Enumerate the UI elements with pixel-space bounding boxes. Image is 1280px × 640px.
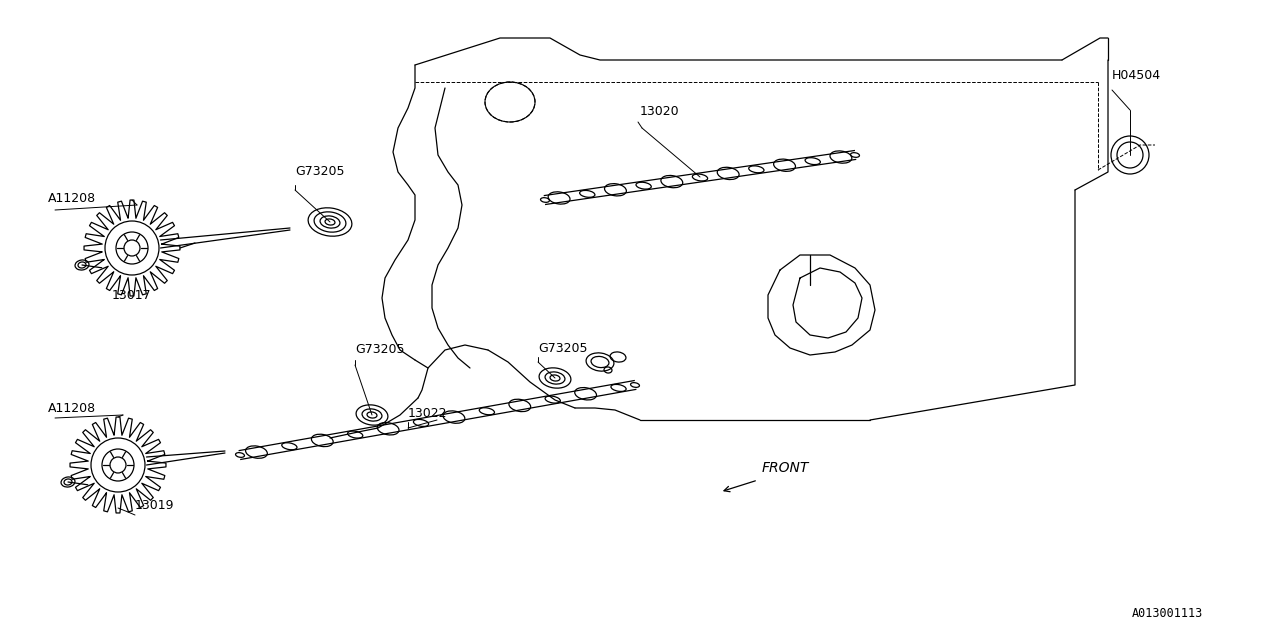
Text: 13020: 13020 bbox=[640, 105, 680, 118]
Text: 13019: 13019 bbox=[134, 499, 174, 512]
Circle shape bbox=[110, 457, 125, 473]
Text: A013001113: A013001113 bbox=[1132, 607, 1203, 620]
Text: 13022: 13022 bbox=[408, 407, 448, 420]
Text: H04504: H04504 bbox=[1112, 69, 1161, 82]
Text: FRONT: FRONT bbox=[762, 461, 809, 475]
Text: G73205: G73205 bbox=[355, 343, 404, 356]
Text: G73205: G73205 bbox=[294, 165, 344, 178]
Circle shape bbox=[124, 240, 140, 256]
Text: A11208: A11208 bbox=[49, 192, 96, 205]
Text: G73205: G73205 bbox=[538, 342, 588, 355]
Text: A11208: A11208 bbox=[49, 402, 96, 415]
Text: 13017: 13017 bbox=[113, 289, 151, 302]
